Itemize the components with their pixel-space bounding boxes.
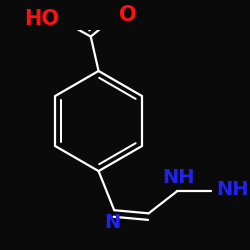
Text: NH: NH <box>216 180 248 199</box>
Text: NH: NH <box>162 168 194 187</box>
Text: O: O <box>119 5 136 25</box>
Text: HO: HO <box>24 9 59 29</box>
Text: N: N <box>104 213 121 232</box>
